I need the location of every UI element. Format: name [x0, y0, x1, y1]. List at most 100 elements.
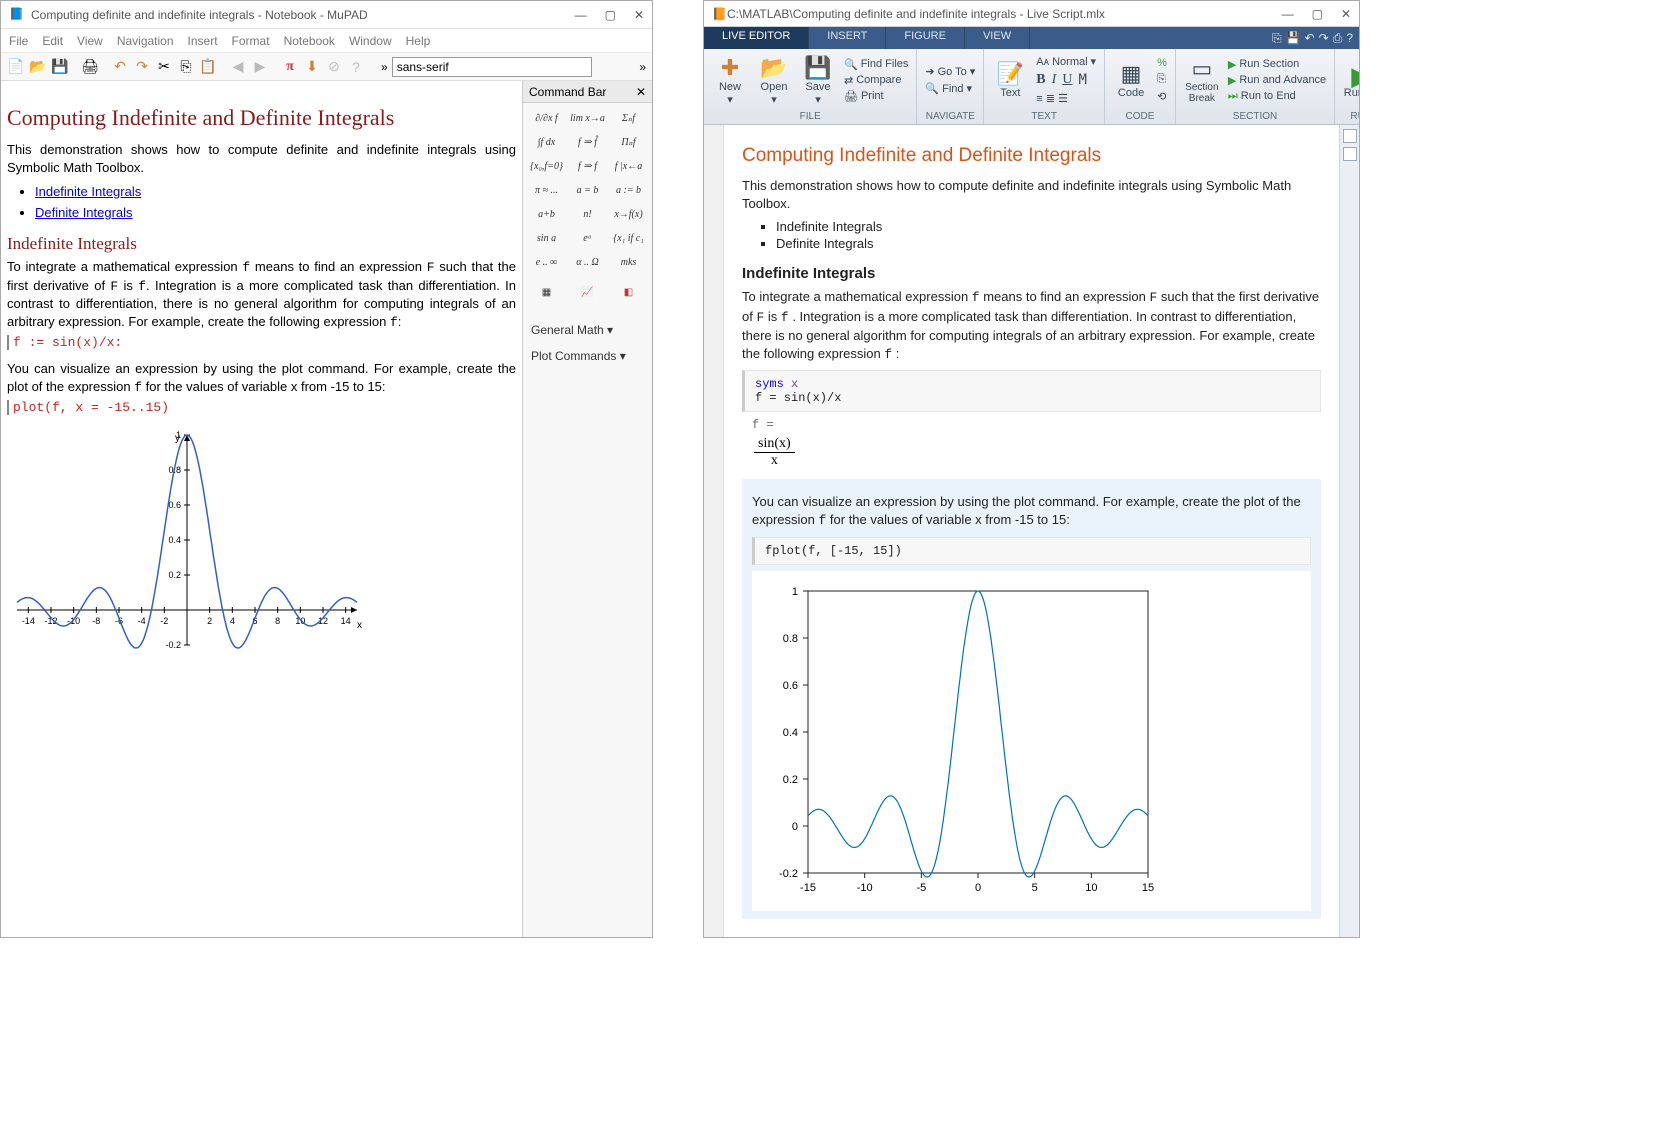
open-button[interactable]: 📂Open▾ [754, 55, 794, 106]
cut-icon[interactable]: ✂ [155, 58, 173, 76]
command-cell[interactable]: f ⇒ f [568, 155, 607, 177]
command-cell[interactable]: ∂/∂x f [527, 107, 566, 129]
redo-icon[interactable]: ↷ [133, 58, 151, 76]
code-button[interactable]: ▦Code [1111, 61, 1151, 99]
command-cell[interactable]: f ⇒ f̂ [568, 131, 607, 153]
command-cell[interactable]: {x₀,f=0} [527, 155, 566, 177]
copy-icon[interactable]: ⎘ [177, 58, 195, 76]
find-button[interactable]: 🔍 Find ▾ [923, 81, 977, 96]
command-cell[interactable]: α .. Ω [568, 251, 607, 273]
code-block[interactable]: syms x f = sin(x)/x [742, 370, 1321, 412]
command-cell[interactable]: π ≈ ... [527, 179, 566, 201]
toc-link[interactable]: Definite Integrals [35, 205, 133, 220]
menu-edit[interactable]: Edit [42, 34, 63, 48]
run-section-button[interactable]: ▶ Run Section [1226, 57, 1328, 72]
pi-icon[interactable]: π [281, 58, 299, 76]
code-opt3[interactable]: ⟲ [1155, 89, 1169, 104]
qa-icon[interactable]: ? [1346, 31, 1353, 45]
menu-navigation[interactable]: Navigation [117, 34, 174, 48]
menu-help[interactable]: Help [406, 34, 431, 48]
plot-commands-section[interactable]: Plot Commands ▾ [523, 343, 652, 369]
print-button[interactable]: 🖨 Print [842, 89, 910, 104]
close-button[interactable]: ✕ [1341, 7, 1351, 21]
menu-notebook[interactable]: Notebook [284, 34, 335, 48]
new-icon[interactable]: 📄 [7, 58, 25, 76]
text-button[interactable]: 📝Text [990, 61, 1030, 99]
run-all-button[interactable]: ▶Run All [1341, 61, 1360, 99]
menu-insert[interactable]: Insert [188, 34, 218, 48]
matrix-icon[interactable]: ▦ [527, 281, 566, 303]
command-cell[interactable]: eᵃ [568, 227, 607, 249]
code-opt2[interactable]: ⎘ [1155, 72, 1169, 87]
compare-button[interactable]: ⇄ Compare [842, 73, 910, 88]
qa-icon[interactable]: ↷ [1319, 31, 1329, 45]
save-icon[interactable]: 💾 [51, 58, 69, 76]
maximize-button[interactable]: ▢ [1312, 7, 1323, 21]
menu-format[interactable]: Format [232, 34, 270, 48]
command-cell[interactable]: a+b [527, 203, 566, 225]
qa-icon[interactable]: ⎘ [1272, 31, 1282, 46]
command-cell[interactable]: x→f(x) [609, 203, 648, 225]
sidetab-2[interactable] [1343, 147, 1357, 161]
minimize-button[interactable]: — [575, 8, 587, 22]
help-icon[interactable]: ? [347, 58, 365, 76]
run-advance-button[interactable]: ▶ Run and Advance [1226, 73, 1328, 88]
paste-icon[interactable]: 📋 [199, 58, 217, 76]
toc-link[interactable]: Indefinite Integrals [35, 184, 141, 199]
close-button[interactable]: ✕ [634, 8, 644, 22]
paragraph: You can visualize an expression by using… [752, 493, 1311, 530]
code-opt1[interactable]: % [1155, 56, 1169, 70]
minimize-button[interactable]: — [1282, 7, 1294, 21]
menu-window[interactable]: Window [349, 34, 392, 48]
section-break-button[interactable]: ▭Section Break [1182, 56, 1222, 104]
command-cell[interactable]: {x₁ if c₁ [609, 227, 648, 249]
code-block[interactable]: plot(f, x = -15..15) [7, 400, 516, 415]
open-icon[interactable]: 📂 [29, 58, 47, 76]
back-icon[interactable]: ◀ [229, 58, 247, 76]
command-cell[interactable]: mks [609, 251, 648, 273]
print-icon[interactable]: 🖨 [81, 58, 99, 76]
new-button[interactable]: ✚New▾ [710, 55, 750, 106]
toc-list: Indefinite Integrals Definite Integrals [35, 184, 516, 220]
tab-figure[interactable]: FIGURE [886, 27, 965, 49]
run-to-end-button[interactable]: ⏭ Run to End [1226, 89, 1328, 104]
command-cell[interactable]: a = b [568, 179, 607, 201]
save-button[interactable]: 💾Save▾ [798, 55, 838, 106]
command-cell[interactable]: lim x→a [568, 107, 607, 129]
general-math-section[interactable]: General Math ▾ [523, 317, 652, 343]
close-icon[interactable]: ✕ [636, 85, 646, 99]
format-buttons[interactable]: B I U M [1034, 71, 1098, 89]
code-block[interactable]: f := sin(x)/x: [7, 335, 516, 350]
eval-icon[interactable]: ⬇ [303, 58, 321, 76]
command-cell[interactable]: Πₙf [609, 131, 648, 153]
qa-icon[interactable]: ↶ [1305, 31, 1315, 45]
sidetab-1[interactable] [1343, 129, 1357, 143]
command-cell[interactable]: f |x←a [609, 155, 648, 177]
list-buttons[interactable]: ≡ ≣ ☰ [1034, 91, 1098, 106]
menu-file[interactable]: File [9, 34, 28, 48]
goto-button[interactable]: ➜ Go To ▾ [923, 64, 977, 79]
style-select[interactable]: Aᴀ Normal ▾ [1034, 54, 1098, 69]
qa-icon[interactable]: 💾 [1286, 31, 1301, 45]
stop-icon[interactable]: ⊘ [325, 58, 343, 76]
code-block[interactable]: fplot(f, [-15, 15]) [752, 537, 1311, 565]
command-cell[interactable]: sin a [527, 227, 566, 249]
command-cell[interactable]: n! [568, 203, 607, 225]
plot-icon[interactable]: 📈 [568, 281, 607, 303]
maximize-button[interactable]: ▢ [605, 8, 616, 22]
menu-view[interactable]: View [77, 34, 103, 48]
command-cell[interactable]: Σₙf [609, 107, 648, 129]
command-cell[interactable]: a := b [609, 179, 648, 201]
qa-icon[interactable]: ⎙ [1333, 31, 1343, 46]
forward-icon[interactable]: ▶ [251, 58, 269, 76]
tab-insert[interactable]: INSERT [809, 27, 886, 49]
paragraph: You can visualize an expression by using… [7, 360, 516, 396]
font-select[interactable] [392, 57, 592, 77]
tab-view[interactable]: VIEW [965, 27, 1030, 49]
command-cell[interactable]: ∫f dx [527, 131, 566, 153]
undo-icon[interactable]: ↶ [111, 58, 129, 76]
find-files-button[interactable]: 🔍 Find Files [842, 57, 910, 72]
tab-live-editor[interactable]: LIVE EDITOR [704, 27, 809, 49]
cube-icon[interactable]: ◧ [609, 281, 648, 303]
command-cell[interactable]: e .. ∞ [527, 251, 566, 273]
